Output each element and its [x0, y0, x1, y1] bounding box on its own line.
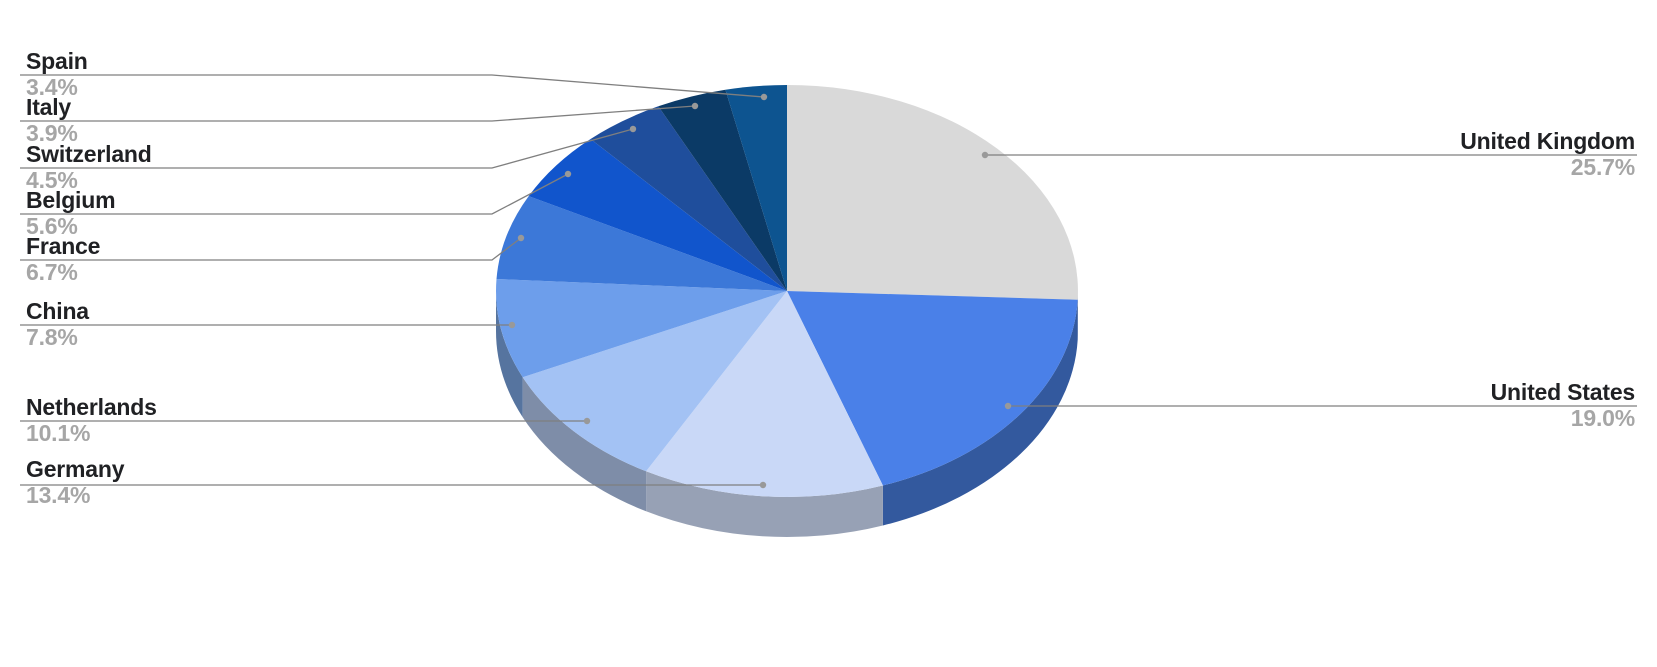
- callout-value-italy: 3.9%: [26, 120, 78, 146]
- callout-label-france[interactable]: France 6.7%: [26, 233, 100, 285]
- leader-dot-switzerland: [629, 125, 637, 133]
- leader-dot-spain: [760, 93, 768, 101]
- pie-slice-netherlands[interactable]: [522, 291, 787, 472]
- leader-dots: [508, 93, 1012, 489]
- leader-line-italy: [20, 105, 696, 122]
- callout-name-netherlands: Netherlands: [26, 394, 157, 420]
- callout-label-italy[interactable]: Italy 3.9%: [26, 94, 78, 146]
- leader-dot-china: [508, 321, 516, 329]
- pie-slice-china[interactable]: [496, 279, 787, 378]
- leader-dot-united-states: [1004, 402, 1012, 410]
- side-wall-netherlands: [522, 377, 647, 512]
- leader-line-switzerland: [20, 128, 634, 169]
- leader-line-belgium: [20, 173, 569, 215]
- side-wall-united-states: [882, 299, 1078, 526]
- leader-line-spain: [20, 74, 765, 98]
- callout-name-italy: Italy: [26, 94, 72, 120]
- leader-dot-belgium: [564, 170, 572, 178]
- pie-slices: [496, 85, 1078, 498]
- callout-value-belgium: 5.6%: [26, 213, 78, 239]
- callout-name-china: China: [26, 298, 89, 324]
- callout-value-france: 6.7%: [26, 259, 78, 285]
- pie-slice-united-kingdom[interactable]: [787, 85, 1078, 300]
- callout-value-switzerland: 4.5%: [26, 167, 78, 193]
- pie-slice-italy[interactable]: [658, 89, 787, 291]
- callout-value-netherlands: 10.1%: [26, 420, 91, 446]
- leader-dot-netherlands: [583, 417, 591, 425]
- callout-value-united-kingdom: 25.7%: [1570, 154, 1635, 180]
- callout-label-spain[interactable]: Spain 3.4%: [26, 48, 88, 100]
- pie-slice-germany[interactable]: [646, 291, 883, 498]
- leader-line-france: [20, 237, 522, 261]
- pie-slice-belgium[interactable]: [528, 139, 787, 291]
- callout-value-united-states: 19.0%: [1570, 405, 1635, 431]
- pie-slice-united-states[interactable]: [787, 291, 1078, 486]
- leader-dot-france: [517, 234, 525, 242]
- callout-label-netherlands[interactable]: Netherlands 10.1%: [26, 394, 157, 446]
- callout-label-united-states[interactable]: United States 19.0%: [1490, 379, 1636, 431]
- leader-lines: [20, 74, 1637, 486]
- pie-slice-spain[interactable]: [725, 85, 787, 291]
- side-wall-germany: [646, 471, 883, 538]
- leader-dot-germany: [759, 481, 767, 489]
- callout-label-united-kingdom[interactable]: United Kingdom 25.7%: [1460, 128, 1635, 180]
- callout-name-belgium: Belgium: [26, 187, 116, 213]
- callout-label-switzerland[interactable]: Switzerland 4.5%: [26, 141, 152, 193]
- callout-name-switzerland: Switzerland: [26, 141, 152, 167]
- callout-name-france: France: [26, 233, 101, 259]
- callout-label-germany[interactable]: Germany 13.4%: [26, 456, 125, 508]
- callout-name-united-states: United States: [1490, 379, 1636, 405]
- callout-label-belgium[interactable]: Belgium 5.6%: [26, 187, 116, 239]
- pie-3d-side-wall: [495, 291, 1078, 538]
- callout-value-spain: 3.4%: [26, 74, 78, 100]
- leader-dot-united-kingdom: [981, 151, 989, 159]
- side-wall-china: [495, 291, 523, 418]
- callout-label-china[interactable]: China 7.8%: [26, 298, 89, 350]
- leader-dot-italy: [691, 102, 699, 110]
- pie-slice-france[interactable]: [496, 196, 788, 291]
- callout-value-germany: 13.4%: [26, 482, 91, 508]
- callout-name-spain: Spain: [26, 48, 88, 74]
- callout-name-united-kingdom: United Kingdom: [1460, 128, 1635, 154]
- callout-name-germany: Germany: [26, 456, 125, 482]
- callout-value-china: 7.8%: [26, 324, 78, 350]
- pie-slice-switzerland[interactable]: [590, 106, 787, 291]
